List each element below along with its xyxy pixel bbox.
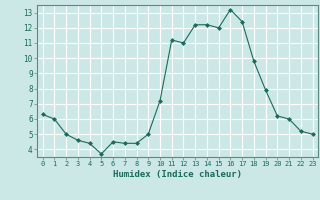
X-axis label: Humidex (Indice chaleur): Humidex (Indice chaleur)	[113, 170, 242, 179]
